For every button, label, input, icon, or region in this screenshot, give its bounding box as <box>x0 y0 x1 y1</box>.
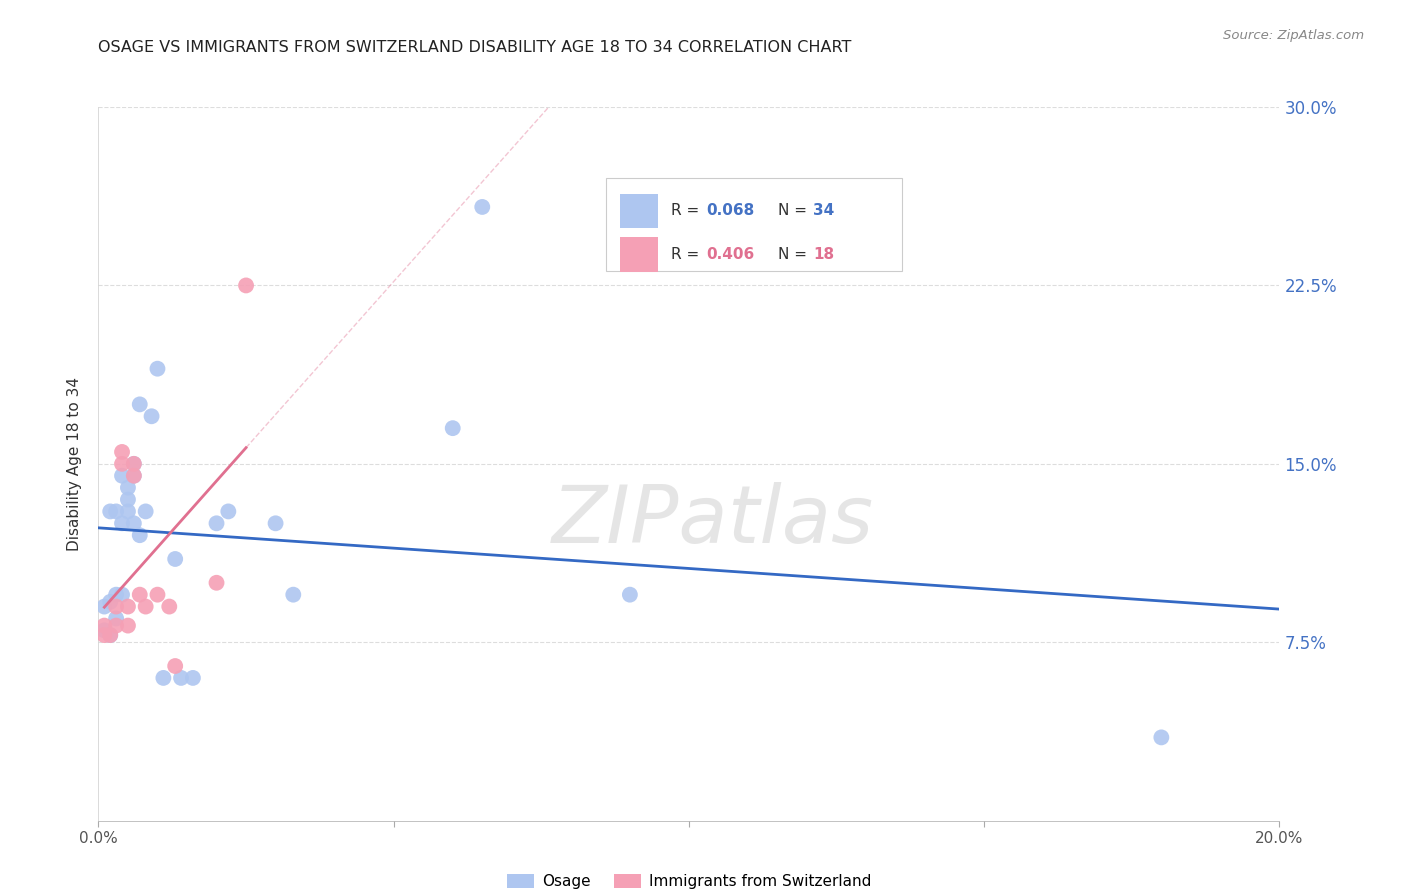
Point <box>105 588 128 602</box>
Text: 0.406: 0.406 <box>707 247 755 262</box>
Point <box>122 457 145 471</box>
Point <box>93 624 115 638</box>
Point <box>105 618 128 632</box>
Point <box>122 468 145 483</box>
Text: R =: R = <box>671 203 704 219</box>
Point <box>105 611 128 625</box>
FancyBboxPatch shape <box>620 237 658 271</box>
Point <box>170 671 193 685</box>
Point <box>117 504 139 518</box>
Point <box>128 397 150 411</box>
Point <box>111 516 134 531</box>
Point <box>205 516 228 531</box>
Point <box>205 575 228 590</box>
Text: N =: N = <box>778 203 811 219</box>
Point <box>264 516 287 531</box>
Point <box>111 457 134 471</box>
Text: 18: 18 <box>813 247 834 262</box>
Point <box>98 595 121 609</box>
Point <box>619 588 641 602</box>
Point <box>117 599 139 614</box>
Y-axis label: Disability Age 18 to 34: Disability Age 18 to 34 <box>67 376 83 551</box>
Point <box>217 504 239 518</box>
Point <box>471 200 494 214</box>
Point <box>441 421 464 435</box>
Point <box>165 552 187 566</box>
Text: N =: N = <box>778 247 811 262</box>
FancyBboxPatch shape <box>620 194 658 228</box>
Text: OSAGE VS IMMIGRANTS FROM SWITZERLAND DISABILITY AGE 18 TO 34 CORRELATION CHART: OSAGE VS IMMIGRANTS FROM SWITZERLAND DIS… <box>98 40 852 55</box>
Point <box>98 504 121 518</box>
Point <box>141 409 163 424</box>
Point <box>135 599 157 614</box>
Point <box>146 361 169 376</box>
Point <box>146 588 169 602</box>
Point <box>117 481 139 495</box>
Point <box>98 628 121 642</box>
Point <box>235 278 257 293</box>
Point <box>93 599 115 614</box>
Text: 0.068: 0.068 <box>707 203 755 219</box>
Legend: Osage, Immigrants from Switzerland: Osage, Immigrants from Switzerland <box>501 868 877 892</box>
Point <box>165 659 187 673</box>
Text: ZIPatlas: ZIPatlas <box>551 482 873 560</box>
Point <box>105 504 128 518</box>
Text: R =: R = <box>671 247 704 262</box>
Point <box>93 628 115 642</box>
Point <box>283 588 305 602</box>
Point <box>117 618 139 632</box>
Point <box>122 516 145 531</box>
Point <box>93 618 115 632</box>
Point <box>111 468 134 483</box>
Point <box>105 599 128 614</box>
Point <box>157 599 180 614</box>
Point <box>122 468 145 483</box>
Point <box>98 628 121 642</box>
Point <box>117 492 139 507</box>
Point <box>128 588 150 602</box>
Point <box>1150 731 1173 745</box>
FancyBboxPatch shape <box>606 178 901 271</box>
Point <box>111 445 134 459</box>
Point <box>181 671 204 685</box>
Text: Source: ZipAtlas.com: Source: ZipAtlas.com <box>1223 29 1364 43</box>
Point <box>122 457 145 471</box>
Text: 34: 34 <box>813 203 834 219</box>
Point <box>135 504 157 518</box>
Point <box>128 528 150 542</box>
Point <box>111 588 134 602</box>
Point <box>152 671 174 685</box>
